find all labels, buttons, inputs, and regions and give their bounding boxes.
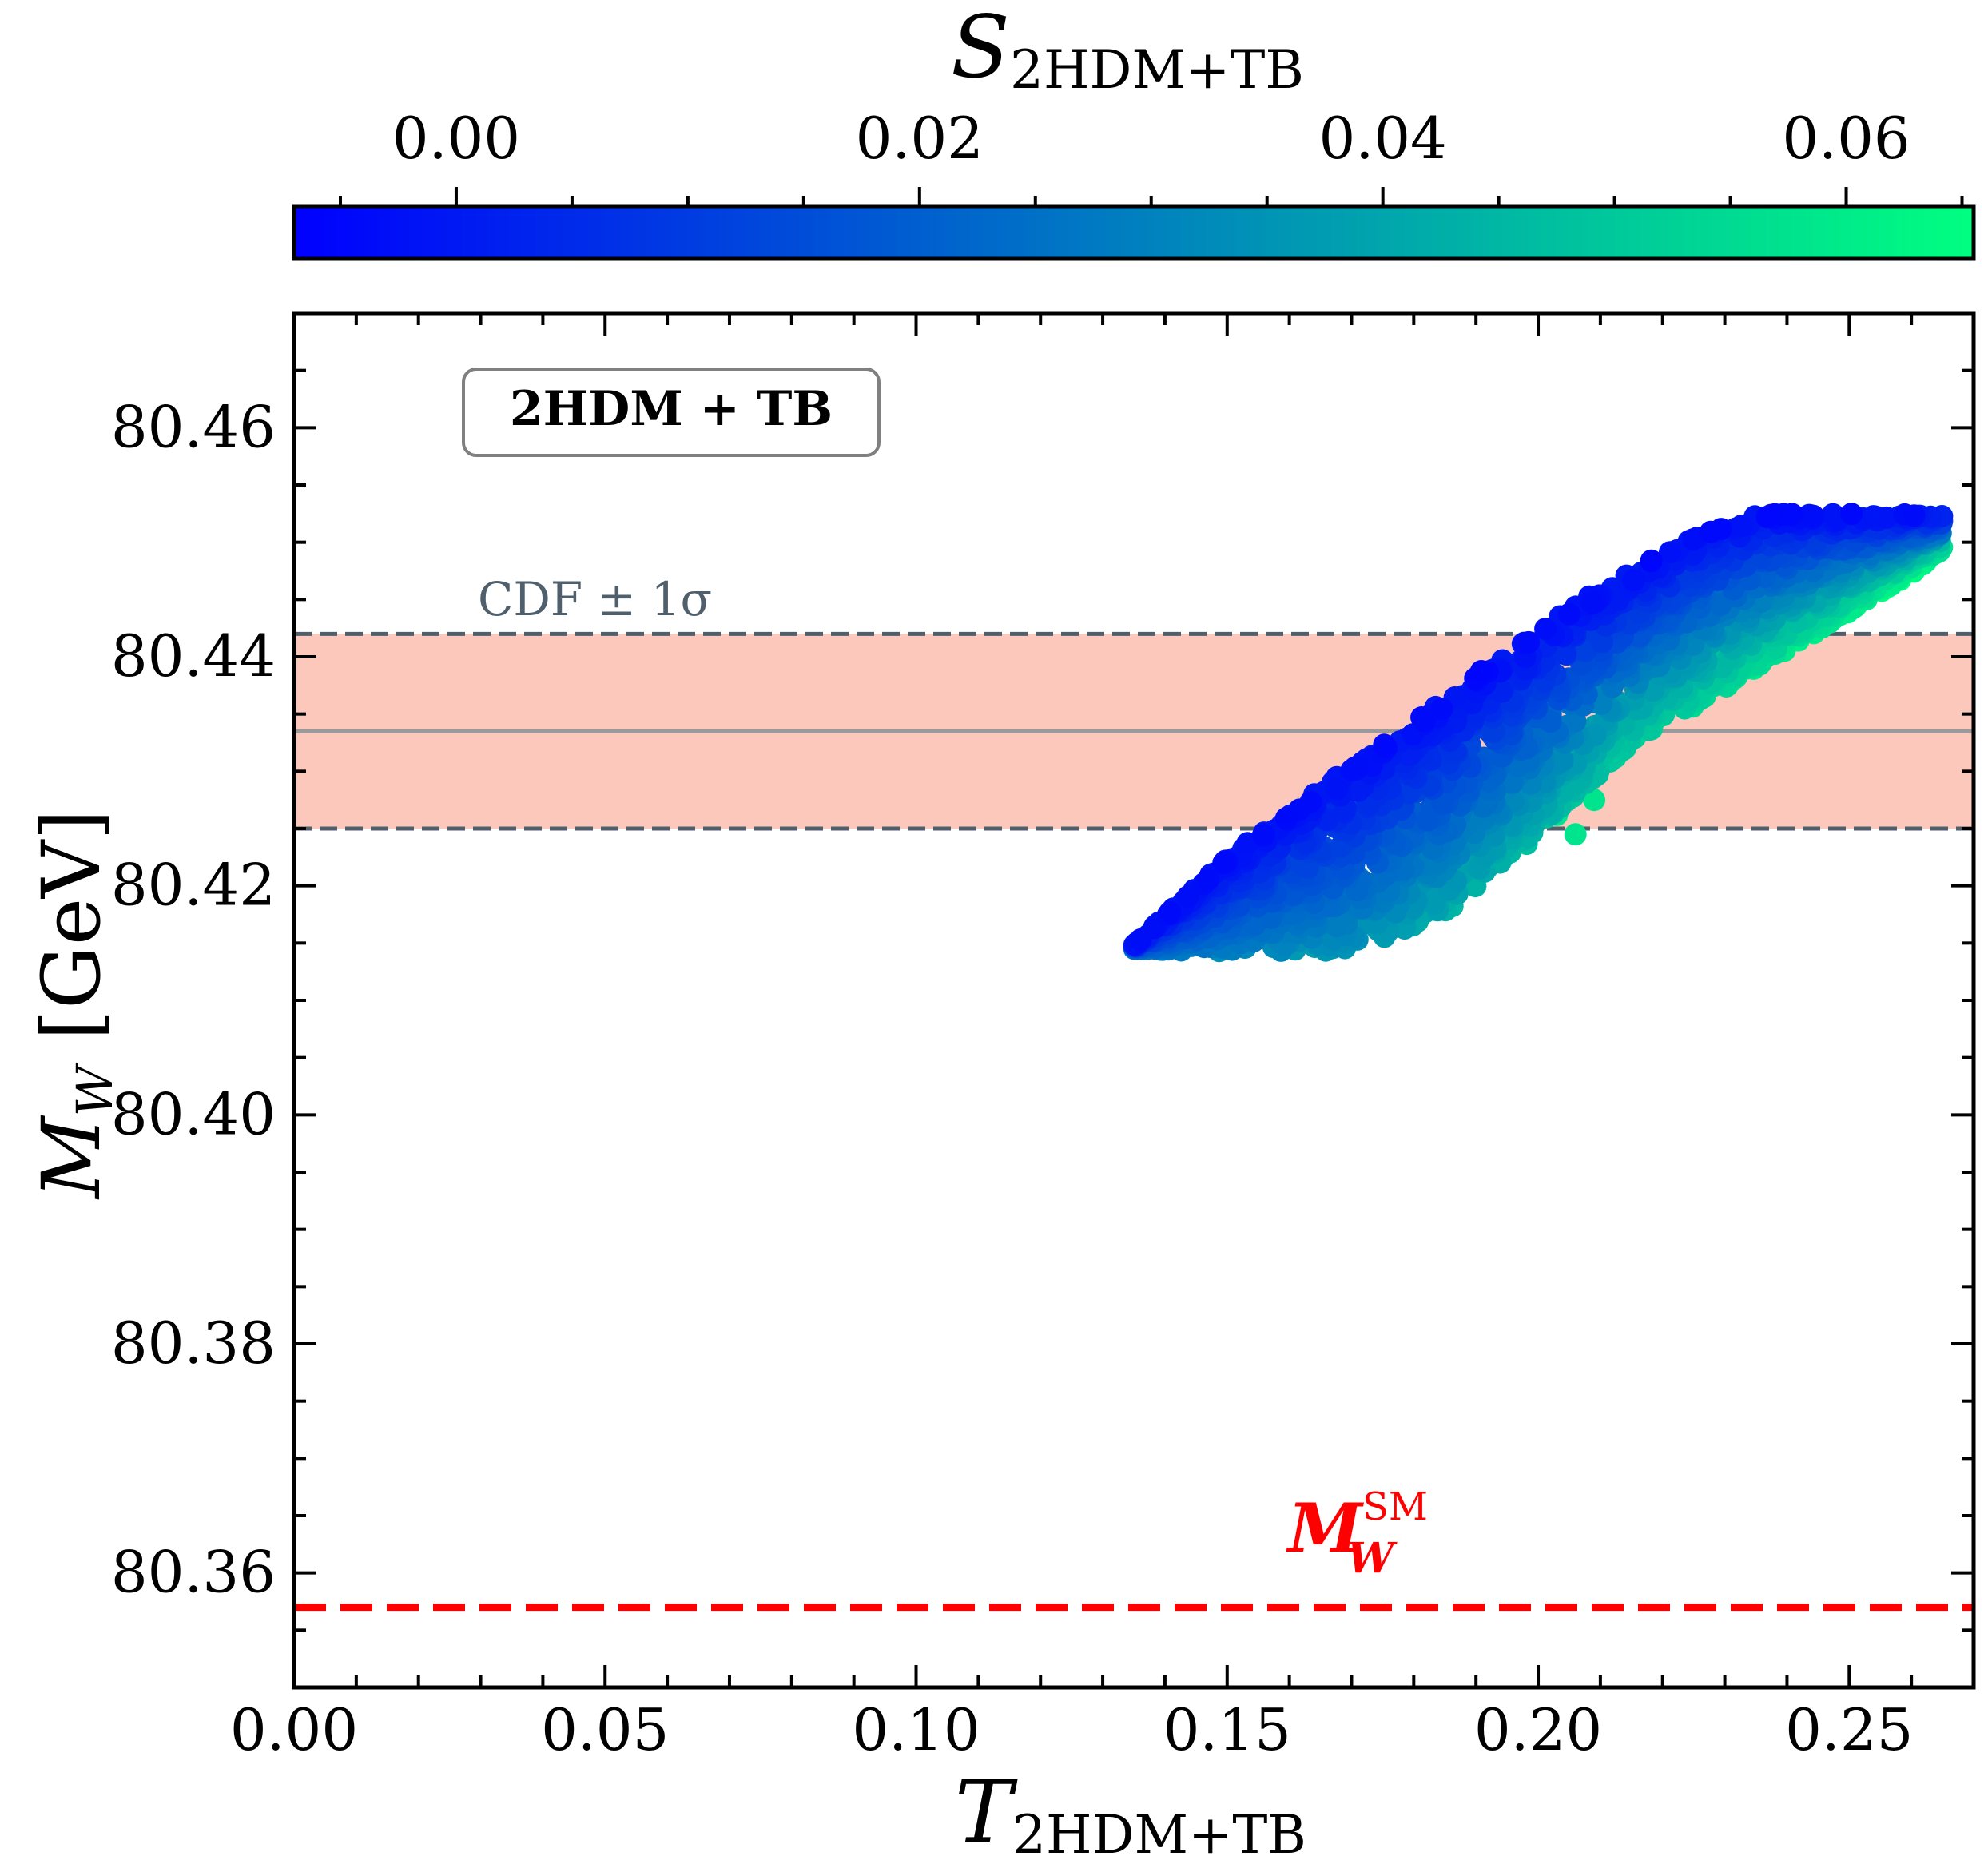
scatter-point: [1417, 809, 1439, 832]
scatter-point: [1340, 758, 1363, 781]
scatter-point: [1430, 697, 1453, 720]
scatter-point: [1730, 515, 1753, 538]
colorbar: 0.00 0.02 0.04 0.06 S2HDM+TB: [292, 0, 1976, 261]
scatter-point: [1580, 591, 1604, 614]
colorbar-tick-labels: 0.00 0.02 0.04 0.06: [392, 105, 1910, 172]
y-tick-label: 80.38: [111, 1310, 276, 1377]
scatter-point: [1564, 823, 1587, 846]
scatter-point: [1469, 660, 1493, 682]
scatter-point: [1710, 518, 1732, 541]
scatter-point: [1501, 771, 1524, 794]
annotation-box-label: 2HDM + TB: [510, 381, 833, 437]
x-axis-title: T2HDM+TB: [955, 1763, 1306, 1866]
x-tick-label: 0.20: [1474, 1696, 1602, 1763]
colorbar-frame: [292, 204, 1976, 261]
scatter-point: [1197, 868, 1219, 891]
sm-label-main: M: [1286, 1488, 1365, 1568]
y-axis-title-main: M: [25, 1115, 118, 1200]
scatter-point: [1326, 777, 1349, 801]
scatter-point: [1681, 528, 1704, 551]
scatter-point: [1903, 504, 1926, 527]
scatter-point: [1212, 852, 1235, 874]
y-axis-title-unit: [GeV]: [25, 809, 118, 1066]
colorbar-tick-label: 0.06: [1782, 105, 1910, 172]
colorbar-title-main: S: [951, 0, 1010, 97]
colorbar-tick-label: 0.00: [392, 105, 520, 172]
scatter-point: [1517, 630, 1541, 654]
scatter-point: [1143, 916, 1166, 940]
colorbar-title: S2HDM+TB: [951, 0, 1304, 101]
x-axis-ticks: [292, 313, 1975, 1687]
x-axis-tick-labels: 0.00 0.05 0.10 0.15 0.20 0.25: [230, 1696, 1914, 1763]
sm-label-sub: W: [1347, 1534, 1398, 1583]
scatter-point: [1640, 549, 1663, 572]
scatter-point: [1373, 733, 1396, 757]
x-axis-title-main: T: [955, 1763, 1018, 1862]
scatter-point: [1534, 618, 1557, 641]
scatter-point: [1557, 602, 1580, 626]
x-tick-label: 0.10: [852, 1696, 980, 1763]
scatter-point: [1554, 642, 1577, 666]
cdf-label: CDF ± 1σ: [478, 572, 712, 626]
sm-label: MSM W: [1286, 1485, 1428, 1583]
x-tick-label: 0.15: [1163, 1696, 1291, 1763]
plot-area: 0.00 0.05 0.10 0.15 0.20 0.25 80.36 80.38 80.40…: [111, 311, 1976, 1763]
colorbar-tick-label: 0.04: [1319, 105, 1447, 172]
scatter-point: [1583, 789, 1606, 812]
x-axis-title-sub: 2HDM+TB: [1012, 1804, 1306, 1866]
y-tick-label: 80.40: [111, 1080, 276, 1147]
colorbar-tick-label: 0.02: [856, 105, 984, 172]
scatter-points: [1123, 503, 1954, 963]
y-axis-ticks: [294, 312, 1974, 1689]
scatter-point: [1299, 790, 1322, 813]
sm-label-sup: SM: [1362, 1485, 1428, 1529]
scatter-point: [1410, 706, 1433, 729]
x-tick-label: 0.25: [1785, 1696, 1913, 1763]
colorbar-gradient: [294, 206, 1974, 259]
annotation-box-frame: [462, 368, 881, 457]
scatter-point: [1622, 569, 1645, 592]
scatter-point: [1551, 749, 1574, 772]
scatter-point: [1490, 680, 1513, 703]
scatter-point: [1176, 885, 1199, 908]
y-tick-label: 80.44: [111, 622, 276, 690]
y-tick-label: 80.36: [111, 1539, 276, 1606]
scatter-point: [1658, 541, 1681, 564]
colorbar-title-sub: 2HDM+TB: [1010, 39, 1304, 101]
scatter-point: [1780, 503, 1803, 526]
y-axis-title-sub: W: [66, 1063, 124, 1117]
scatter-point: [1802, 504, 1825, 527]
scatter-point: [1840, 503, 1863, 526]
scatter-point: [1252, 824, 1275, 847]
y-axis-title: MW [GeV]: [25, 809, 124, 1200]
scatter-point: [1759, 503, 1783, 527]
scatter-point: [1159, 900, 1182, 924]
y-tick-label: 80.46: [111, 393, 276, 460]
x-tick-label: 0.05: [541, 1696, 669, 1763]
scatter-point: [1423, 892, 1446, 916]
colorbar-ticks: [338, 187, 1964, 206]
scatter-point: [1274, 807, 1298, 830]
y-axis-tick-labels: 80.36 80.38 80.40 80.42 80.44 80.46: [111, 393, 276, 1605]
x-tick-label: 0.00: [230, 1696, 358, 1763]
scatter-point: [1875, 506, 1898, 529]
annotation-box: 2HDM + TB: [462, 368, 881, 457]
y-tick-label: 80.42: [111, 852, 276, 919]
